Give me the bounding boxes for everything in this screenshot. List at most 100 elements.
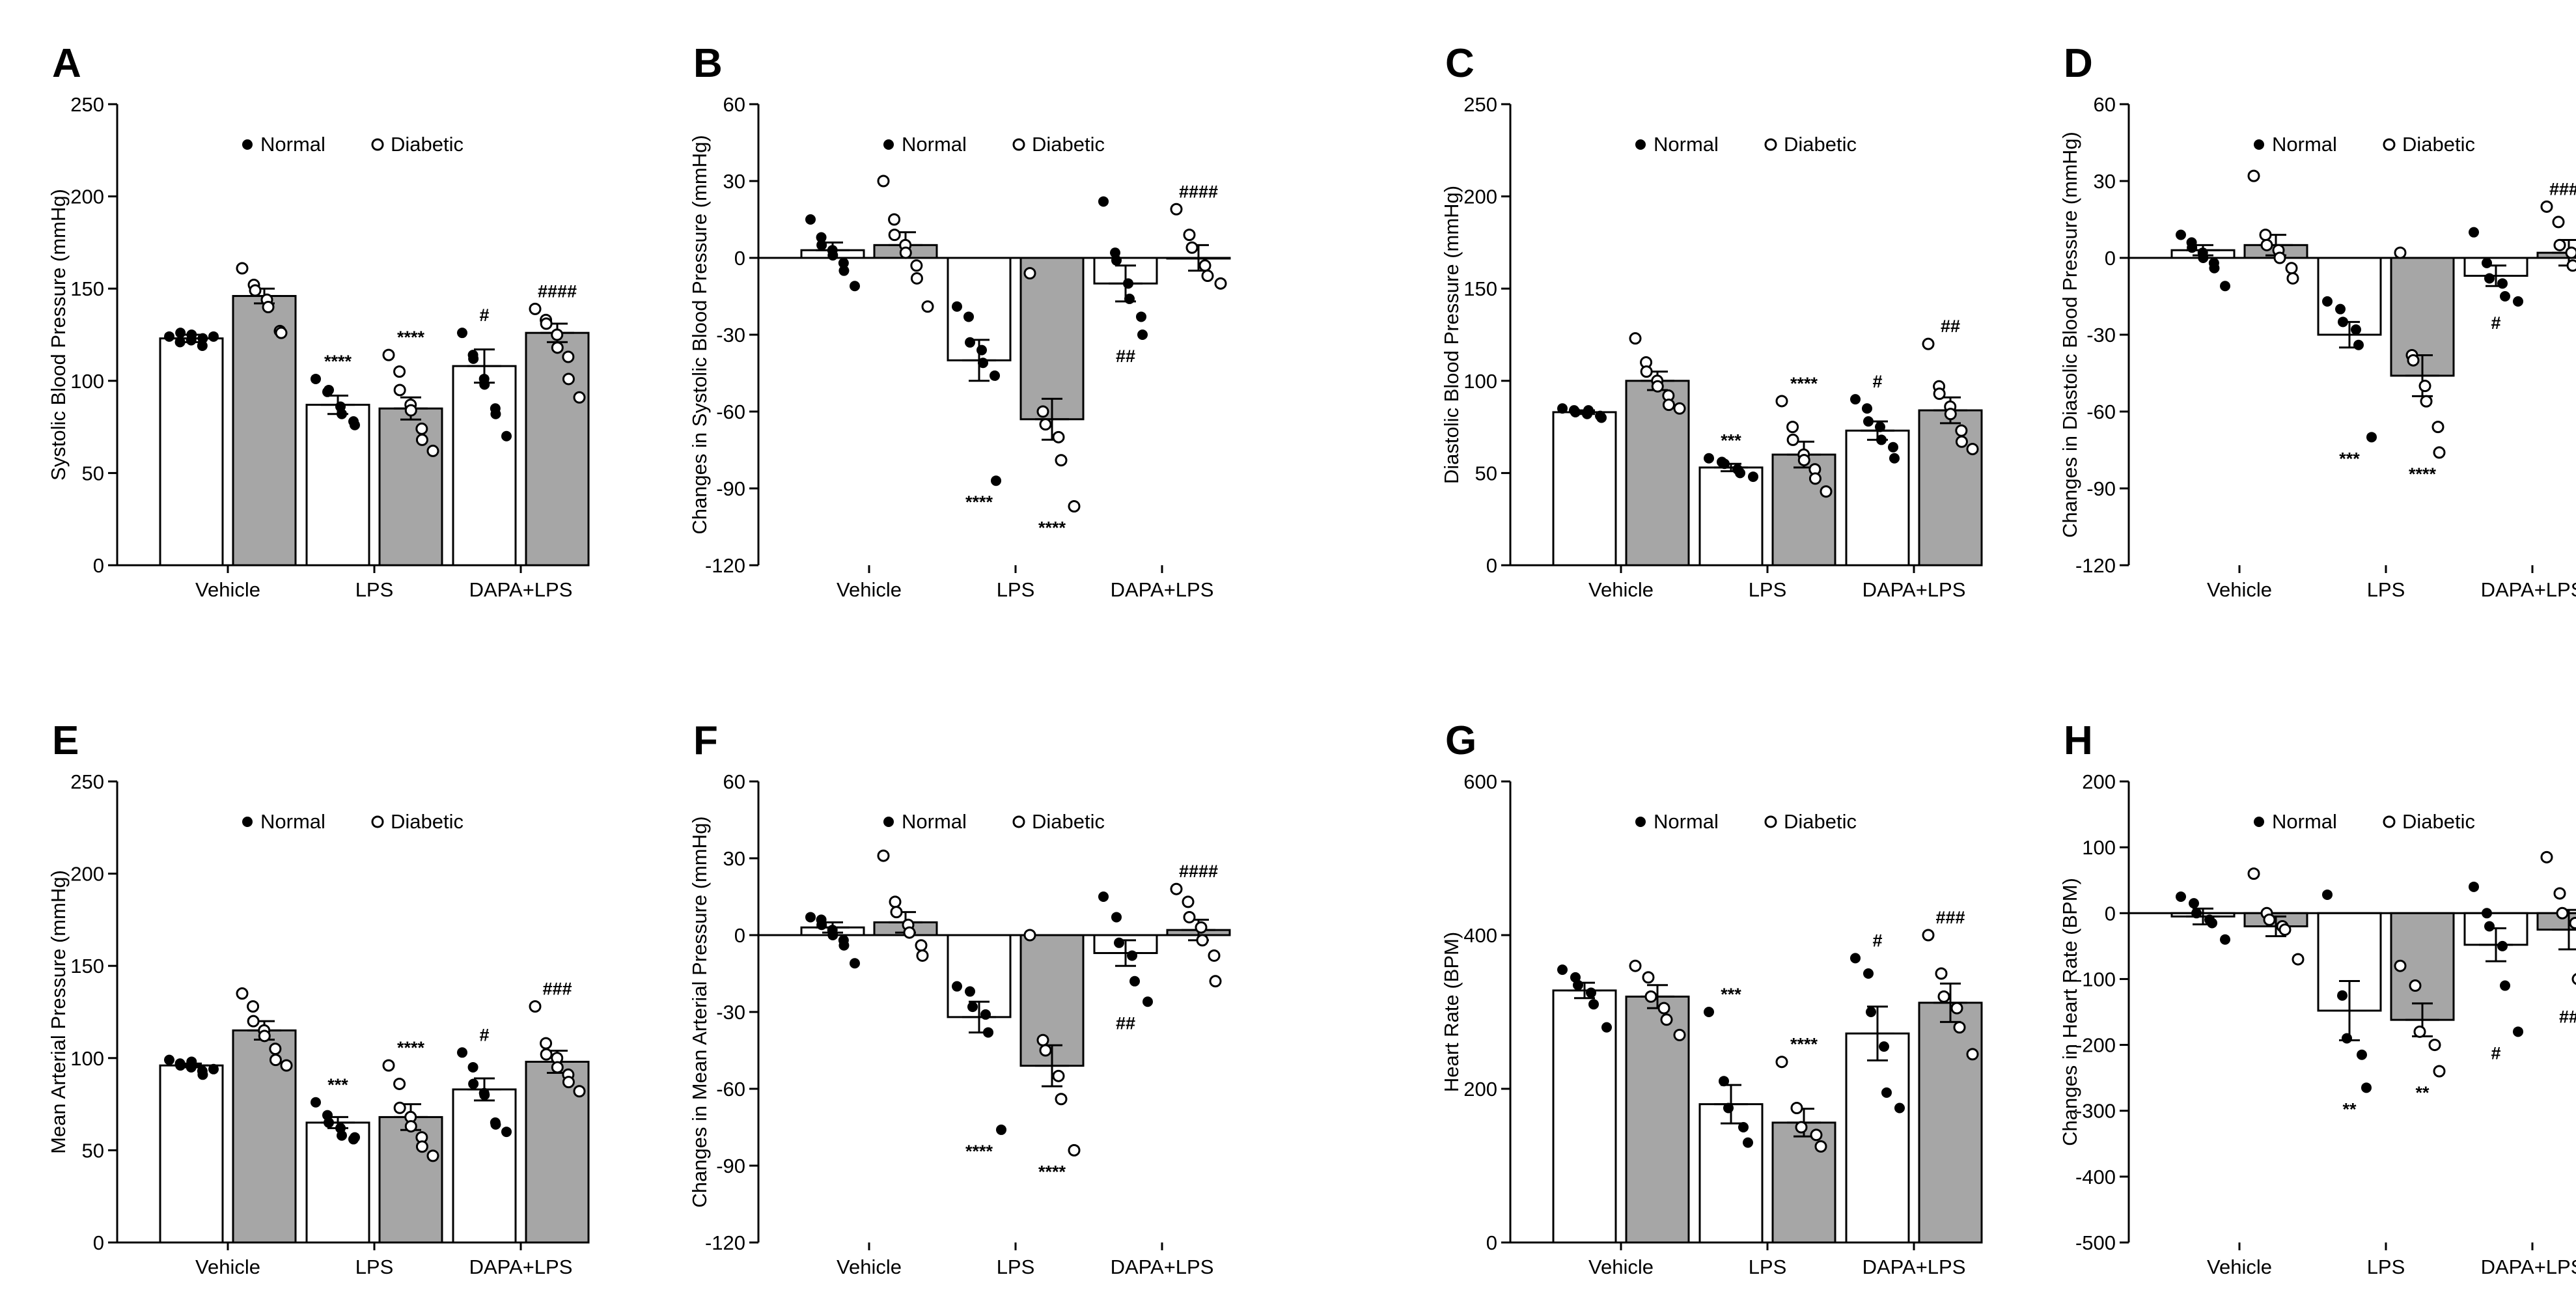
significance-label: *** — [1721, 985, 1741, 1004]
y-tick-label: 200 — [70, 186, 104, 208]
significance-label: ** — [2415, 1083, 2430, 1102]
legend-diabetic-label: Diabetic — [1032, 810, 1105, 833]
category-label: LPS — [2367, 578, 2405, 601]
diabetic-point — [915, 939, 928, 952]
diabetic-point — [280, 1059, 293, 1072]
normal-point — [2322, 889, 2333, 900]
y-tick-label: 50 — [82, 462, 104, 484]
diabetic-point — [540, 1037, 553, 1050]
normal-point — [1129, 975, 1140, 987]
diabetic-point — [404, 1120, 417, 1133]
normal-point — [1863, 416, 1874, 427]
panel-label: D — [2064, 41, 2093, 86]
y-tick-label: 100 — [70, 1047, 104, 1070]
y-axis-title: Changes in Systolic Blood Pressure (mmHg… — [688, 135, 711, 534]
normal-point — [2338, 316, 2348, 328]
diabetic-point — [1810, 1129, 1823, 1142]
normal-point — [2353, 339, 2364, 350]
significance-label: *** — [327, 1075, 348, 1095]
legend-normal-marker — [2254, 817, 2264, 827]
diabetic-bar — [1918, 409, 1983, 567]
significance-label: #### — [2549, 179, 2576, 199]
normal-point — [838, 940, 850, 951]
diabetic-point — [1673, 402, 1686, 415]
diabetic-point — [415, 422, 428, 435]
normal-point — [1735, 468, 1745, 479]
diabetic-point — [540, 1048, 553, 1061]
normal-point — [1111, 912, 1122, 923]
normal-point — [2176, 891, 2186, 902]
y-tick-label: -120 — [2075, 554, 2116, 577]
legend-normal-label: Normal — [1654, 810, 1719, 833]
diabetic-point — [1814, 1140, 1827, 1153]
normal-point — [311, 373, 321, 384]
diabetic-point — [1170, 882, 1183, 895]
significance-label: ## — [1941, 316, 1960, 336]
category-label: LPS — [1749, 578, 1787, 601]
normal-bar — [159, 1064, 224, 1244]
normal-point — [2220, 934, 2230, 945]
diabetic-point — [2292, 953, 2305, 966]
normal-point — [983, 1027, 993, 1038]
diabetic-point — [1795, 1121, 1808, 1134]
diabetic-point — [2540, 850, 2553, 863]
normal-point — [963, 311, 974, 322]
diabetic-point — [529, 1000, 542, 1013]
y-tick-label: -120 — [705, 1231, 745, 1254]
normal-point — [1570, 406, 1581, 417]
diabetic-bar — [378, 1116, 443, 1244]
y-tick-label: 60 — [2094, 93, 2116, 116]
significance-label: ### — [542, 979, 572, 999]
normal-point — [324, 1117, 334, 1128]
normal-point — [1719, 1076, 1729, 1087]
normal-point — [816, 919, 827, 931]
category-label: Vehicle — [2207, 1256, 2272, 1278]
category-label: DAPA+LPS — [469, 578, 573, 601]
y-axis-title: Changes in Heart Rate (BPM) — [2058, 878, 2081, 1146]
category-label: DAPA+LPS — [469, 1256, 573, 1278]
diabetic-point — [269, 1054, 282, 1067]
normal-point — [1586, 987, 1596, 998]
normal-point — [1748, 471, 1758, 483]
normal-bar — [1552, 411, 1617, 567]
normal-point — [2484, 921, 2495, 932]
panel-label: F — [693, 718, 718, 763]
y-tick-label: 0 — [1486, 1231, 1497, 1254]
diabetic-point — [2433, 446, 2446, 459]
category-label: Vehicle — [2207, 578, 2272, 601]
diabetic-point — [1950, 1002, 1963, 1015]
normal-bar — [452, 1088, 517, 1244]
normal-point — [324, 384, 334, 395]
diabetic-point — [2418, 380, 2431, 393]
normal-point — [197, 1069, 208, 1080]
category-label: Vehicle — [1588, 1256, 1654, 1278]
normal-point — [1888, 442, 1898, 453]
normal-point — [1557, 403, 1568, 414]
legend-diabetic-label: Diabetic — [1784, 133, 1857, 156]
legend-normal-marker — [1635, 139, 1646, 150]
legend-diabetic-marker — [2383, 138, 2396, 151]
normal-point — [1738, 1122, 1749, 1132]
panel-label: B — [693, 41, 723, 86]
normal-point — [2187, 242, 2198, 253]
significance-label: **** — [2409, 464, 2437, 484]
normal-point — [1111, 255, 1122, 266]
normal-point — [1743, 1137, 1753, 1148]
y-tick-label: 0 — [2105, 247, 2116, 270]
category-label: DAPA+LPS — [2481, 578, 2576, 601]
legend-diabetic-marker — [1012, 815, 1025, 828]
diabetic-point — [910, 259, 923, 272]
significance-label: #### — [1179, 182, 1218, 201]
category-label: DAPA+LPS — [1863, 578, 1966, 601]
normal-point — [1110, 247, 1120, 259]
diabetic-point — [1937, 990, 1950, 1003]
normal-point — [1098, 196, 1109, 207]
diabetic-point — [1651, 380, 1664, 393]
normal-point — [1850, 953, 1861, 964]
normal-point — [2469, 227, 2479, 238]
y-tick-label: 50 — [1475, 462, 1497, 484]
normal-point — [2351, 324, 2361, 335]
diabetic-point — [1775, 1056, 1788, 1069]
normal-point — [501, 430, 512, 442]
